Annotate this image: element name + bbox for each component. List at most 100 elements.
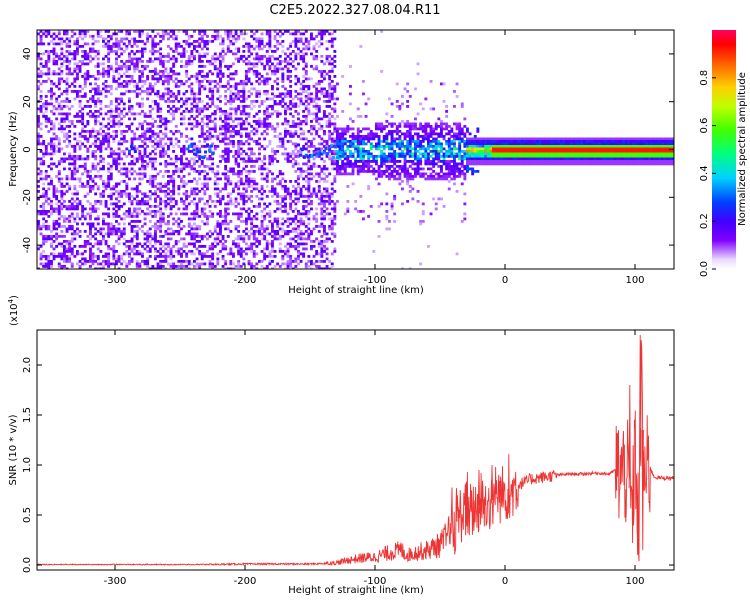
spectrogram-cell — [185, 135, 189, 138]
spectrogram-cell — [336, 137, 339, 141]
spectrogram-cell — [200, 127, 204, 131]
spectrogram-cell — [193, 55, 196, 58]
spectrogram-cell — [255, 130, 259, 133]
spectrogram-cell — [60, 40, 64, 43]
spectrogram-cell — [239, 197, 243, 201]
spectrogram-cell — [250, 67, 254, 71]
spectrogram-cell — [130, 247, 134, 251]
spectrogram-cell — [47, 210, 51, 213]
spectrogram-cell — [112, 202, 116, 206]
spectrogram-cell — [148, 105, 152, 108]
spectrogram-cell — [237, 165, 241, 168]
spectrogram-cell — [247, 132, 251, 136]
spectrogram-cell — [109, 222, 113, 226]
spectrogram-cell — [107, 167, 111, 171]
spectrogram-cell — [117, 190, 121, 193]
spectrogram-cell — [356, 130, 360, 133]
spectrogram-cell — [154, 92, 157, 96]
spectrogram-cell — [247, 77, 251, 81]
spectrogram-cell — [325, 40, 329, 43]
spectrogram-cell — [242, 240, 246, 243]
spectrogram-cell — [260, 165, 264, 168]
spectrogram-cell — [302, 52, 306, 56]
spectrogram-cell — [104, 137, 108, 141]
spectrogram-cell — [104, 125, 108, 128]
spectrogram-cell — [226, 32, 230, 36]
spectrogram-cell — [190, 250, 194, 253]
spectrogram-cell — [190, 190, 194, 193]
spectrogram-cell — [317, 82, 321, 86]
spectrogram-cell — [200, 100, 204, 103]
spectrogram-cell — [55, 145, 59, 148]
spectrogram-cell — [138, 87, 142, 91]
spectrogram-cell — [336, 82, 339, 86]
spectrogram-cell — [377, 145, 381, 148]
spectrogram-cell — [47, 175, 51, 178]
spectrogram-cell — [245, 117, 248, 121]
spectrogram-cell — [237, 117, 241, 121]
spectrogram-cell — [232, 155, 235, 158]
spectrogram-cell — [164, 55, 168, 58]
spectrogram-cell — [250, 170, 254, 173]
spectrogram-cell — [146, 207, 150, 211]
spectrogram-cell — [182, 82, 186, 86]
spectrogram-cell — [169, 205, 173, 208]
spectrogram-cell — [198, 57, 202, 61]
spectrogram-cell — [354, 150, 358, 153]
spectrogram-cell — [65, 50, 69, 53]
spectrogram-cell — [89, 47, 92, 51]
spectrogram-cell — [380, 140, 384, 143]
spectrogram-cell — [317, 97, 321, 101]
spectrogram-cell — [310, 125, 313, 128]
spectrogram-cell — [128, 210, 131, 213]
spectrogram-cell — [234, 150, 238, 153]
spectrogram-cell — [260, 42, 264, 46]
spectrogram-cell — [213, 237, 217, 241]
spectrogram-cell — [151, 50, 155, 53]
spectrogram-cell — [195, 107, 199, 111]
spectrogram-cell — [271, 105, 274, 108]
spectrogram-cell — [55, 202, 59, 206]
spectrogram-cell — [198, 252, 202, 256]
spectrogram-cell — [50, 245, 53, 248]
spectrogram-cell — [333, 122, 337, 126]
spectrogram-cell — [310, 240, 313, 243]
spectrogram-cell — [81, 62, 85, 66]
spectrogram-cell — [115, 215, 118, 218]
spectrogram-cell — [151, 265, 155, 268]
spectrogram-cell — [198, 235, 202, 238]
spectrogram-cell — [247, 182, 251, 186]
spectrogram-cell — [320, 207, 324, 211]
spectrogram-cell — [156, 132, 160, 136]
spectrogram-cell — [304, 187, 308, 191]
spectrogram-cell — [109, 107, 113, 111]
spectrogram-cell — [278, 42, 282, 46]
spectrogram-cell — [151, 70, 155, 73]
spectrogram-cell — [250, 242, 254, 246]
spectrogram-cell — [310, 165, 313, 168]
spectrogram-cell — [89, 105, 92, 108]
spectrogram-cell — [216, 242, 220, 246]
spectrogram-cell — [83, 62, 87, 66]
spectrogram-cell — [91, 165, 95, 168]
spectrogram-cell — [102, 212, 105, 216]
spectrogram-cell — [211, 262, 215, 266]
spectrogram-cell — [107, 40, 111, 43]
spectrogram-cell — [135, 262, 139, 266]
spectrogram-cell — [237, 50, 241, 53]
spectrogram-cell — [252, 37, 256, 41]
spectrogram-cell — [159, 207, 163, 211]
spectrogram-cell — [99, 200, 103, 203]
spectrogram-cell — [96, 35, 100, 38]
spectrogram-cell — [156, 80, 160, 83]
spectrogram-cell — [302, 85, 306, 88]
spectrogram-cell — [273, 95, 277, 98]
spectrogram-cell — [91, 152, 95, 156]
spectrogram-cell — [159, 55, 163, 58]
spectrogram-cell — [341, 75, 345, 78]
spectrogram-cell — [104, 242, 108, 246]
spectrogram-cell — [195, 147, 199, 151]
spectrogram-cell — [156, 135, 160, 138]
spectrogram-cell — [299, 120, 303, 123]
spectrogram-cell — [333, 247, 337, 251]
